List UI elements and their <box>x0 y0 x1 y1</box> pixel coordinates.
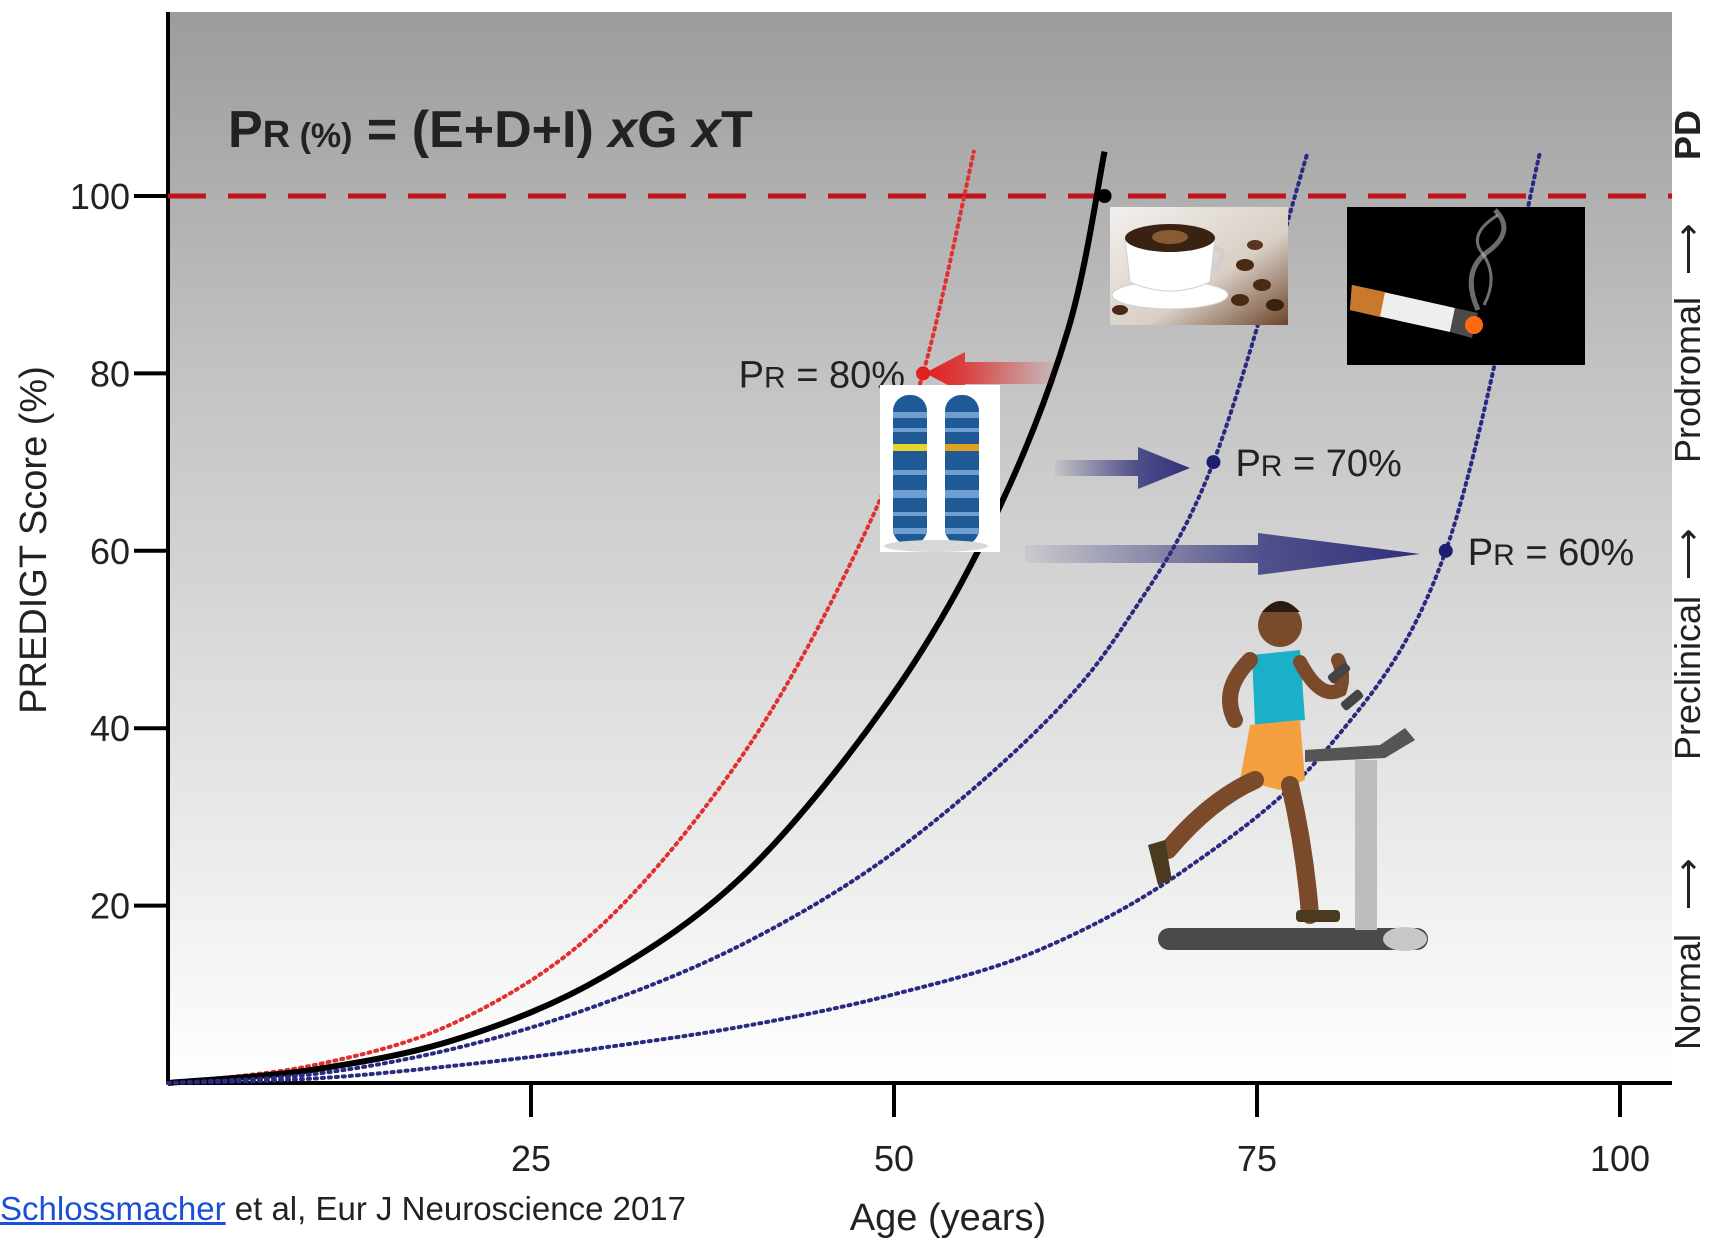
x-tick-label: 25 <box>511 1138 551 1179</box>
markers: PR = 80%PR = 70%PR = 60% <box>739 189 1634 574</box>
formula: PR (%) = (E+D+I) xG xT <box>228 101 753 159</box>
stage-prodromal: Prodromal <box>1667 297 1708 463</box>
stage-arrow-2: ⟶ <box>1667 528 1708 580</box>
x-axis-title: Age (years) <box>850 1197 1046 1239</box>
y-tick-label: 100 <box>70 176 130 217</box>
coffee-cup-icon <box>1110 207 1288 325</box>
series-line-4 <box>166 149 1543 1085</box>
x-tick-label: 50 <box>874 1138 914 1179</box>
marker-label-3: PR = 70% <box>1235 443 1401 485</box>
series-line-2 <box>167 151 1108 1086</box>
y-tick-label: 80 <box>90 353 130 394</box>
x-tick-label: 100 <box>1590 1138 1650 1179</box>
stage-normal: Normal <box>1667 934 1708 1050</box>
y-tick-label: 20 <box>90 886 130 927</box>
y-tick-label: 40 <box>90 708 130 749</box>
stage-arrow-3: ⟶ <box>1667 223 1708 275</box>
citation-rest: et al, Eur J Neuroscience 2017 <box>225 1190 687 1227</box>
marker-point-3 <box>1206 455 1221 470</box>
author-link[interactable]: Schlossmacher <box>0 1190 226 1227</box>
treadmill-runner-icon <box>1148 601 1428 951</box>
marker-point-2 <box>916 366 931 381</box>
stage-preclinical: Preclinical <box>1667 596 1708 760</box>
x-axis-ticks: 25 50 75 100 <box>511 1083 1650 1179</box>
y-tick-label: 60 <box>90 531 130 572</box>
disease-stage-axis: Normal ⟶ Preclinical ⟶ Prodromal ⟶ PD <box>1667 110 1708 1050</box>
series-line-3 <box>166 149 1310 1085</box>
arrows <box>925 352 1420 575</box>
citation: Schlossmacher et al, Eur J Neuroscience … <box>0 1190 686 1228</box>
arrow-red-left <box>925 352 1055 394</box>
marker-label-4: PR = 60% <box>1468 532 1634 574</box>
y-axis-ticks: 20 40 60 80 100 <box>70 176 168 927</box>
stage-arrow-1: ⟶ <box>1667 858 1708 910</box>
chromosome-icon <box>880 385 1000 552</box>
cigarette-icon <box>1347 207 1585 365</box>
marker-point-1 <box>1097 189 1112 203</box>
arrow-blue-to-60 <box>1025 533 1420 575</box>
marker-point-4 <box>1438 543 1453 558</box>
x-tick-label: 75 <box>1237 1138 1277 1179</box>
stage-pd: PD <box>1667 110 1708 160</box>
arrow-blue-to-70 <box>1055 447 1190 489</box>
y-axis-title: PREDIGT Score (%) <box>13 366 55 714</box>
